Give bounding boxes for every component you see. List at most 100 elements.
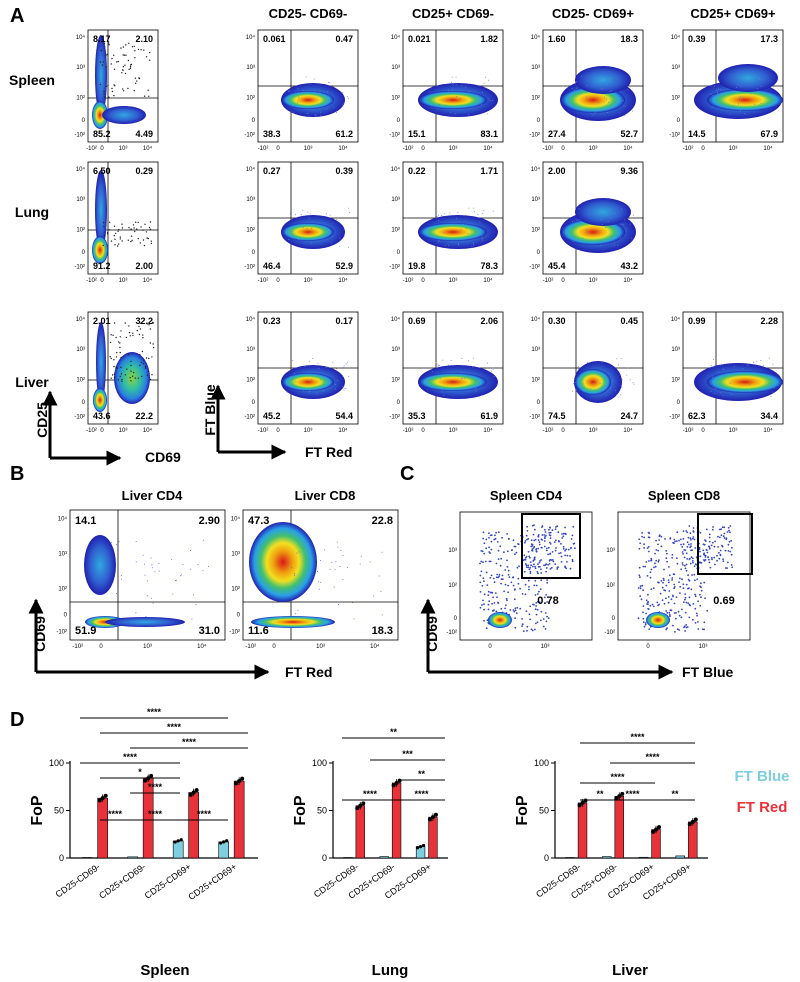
x-tick-label: -10²: [86, 146, 97, 152]
x-tick-label: 10⁴: [763, 427, 773, 434]
event-dot: [118, 541, 120, 543]
event-dot: [127, 59, 130, 62]
column-header-2: CD25+ CD69-: [412, 6, 494, 21]
event-dot: [202, 570, 204, 572]
y-axis-label-fop: FoP: [514, 795, 531, 826]
event-dot: [601, 79, 603, 81]
event-dot: [305, 76, 307, 78]
event-dot: [609, 78, 611, 79]
event-dot: [566, 561, 568, 563]
event-dot: [452, 84, 454, 86]
event-dot: [749, 383, 751, 385]
quadrant-value-ur: 17.3: [760, 34, 778, 44]
event-dot: [534, 579, 537, 582]
event-dot: [152, 343, 154, 345]
x-tick-label: -10²: [403, 428, 414, 434]
event-dot: [485, 627, 488, 630]
event-dot: [482, 561, 484, 564]
x-tick-label: 10⁴: [623, 277, 633, 284]
event-dot: [648, 560, 650, 562]
event-dot: [301, 214, 302, 216]
event-dot: [737, 103, 739, 105]
x-tick-label: 10⁴: [143, 277, 153, 284]
event-dot: [747, 363, 749, 365]
event-dot: [150, 557, 152, 559]
significance-label: ****: [123, 752, 138, 762]
event-dot: [600, 245, 602, 247]
event-dot: [122, 46, 125, 48]
event-dot: [327, 91, 329, 93]
event-dot: [647, 608, 650, 610]
y-axis-label-fop: FoP: [29, 795, 46, 826]
event-dot: [533, 539, 536, 542]
event-dot: [702, 549, 705, 552]
event-dot: [137, 377, 139, 379]
axis-label-cd69-b: CD69: [32, 616, 48, 652]
event-dot: [522, 630, 525, 632]
event-dot: [564, 554, 566, 557]
event-dot: [319, 92, 321, 94]
event-dot: [514, 617, 516, 620]
event-dot: [290, 214, 291, 215]
event-dot: [108, 96, 110, 98]
event-dot: [481, 92, 483, 93]
event-dot: [501, 574, 504, 577]
event-dot: [690, 543, 692, 545]
event-dot: [466, 228, 467, 230]
event-dot: [486, 619, 489, 622]
event-dot: [538, 543, 541, 546]
event-dot: [331, 562, 333, 564]
event-dot: [722, 368, 724, 370]
density-blob: [419, 373, 487, 391]
event-dot: [526, 629, 528, 632]
data-point: [687, 822, 692, 827]
event-dot: [672, 624, 674, 627]
event-dot: [506, 599, 508, 602]
event-dot: [705, 528, 708, 531]
event-dot: [559, 552, 562, 554]
event-dot: [615, 390, 617, 392]
event-dot: [348, 207, 350, 209]
data-point: [620, 791, 625, 796]
event-dot: [439, 240, 441, 242]
y-tick-label: 0: [537, 400, 541, 406]
event-dot: [717, 371, 719, 373]
event-dot: [500, 582, 502, 585]
event-dot: [496, 596, 498, 598]
data-point: [97, 798, 102, 803]
event-dot: [712, 358, 714, 360]
event-dot: [314, 105, 316, 107]
event-dot: [686, 558, 689, 560]
event-dot: [137, 221, 139, 224]
event-dot: [143, 359, 145, 361]
event-dot: [624, 219, 626, 221]
event-dot: [471, 246, 473, 248]
event-dot: [665, 597, 667, 600]
event-dot: [537, 572, 539, 575]
event-dot: [665, 550, 668, 552]
event-dot: [655, 539, 657, 542]
event-dot: [482, 599, 484, 602]
event-dot: [692, 603, 695, 605]
event-dot: [626, 374, 628, 376]
event-dot: [487, 590, 490, 593]
event-dot: [343, 387, 345, 389]
event-dot: [318, 581, 319, 583]
event-dot: [624, 105, 626, 107]
quadrant-value-lr: 2.00: [135, 261, 153, 271]
event-dot: [119, 342, 121, 344]
event-dot: [643, 547, 645, 549]
event-dot: [481, 103, 483, 105]
density-blob: [92, 236, 108, 264]
event-dot: [119, 351, 121, 354]
x-tick-label: 0: [488, 644, 492, 650]
event-dot: [679, 592, 681, 594]
event-dot: [445, 105, 447, 107]
event-dot: [619, 373, 621, 375]
event-dot: [730, 108, 732, 110]
event-dot: [642, 605, 645, 607]
bar-ft-blue: [638, 856, 649, 859]
y-tick-label: -10²: [74, 414, 85, 420]
y-tick-label: 10²: [76, 95, 85, 101]
event-dot: [122, 88, 124, 90]
